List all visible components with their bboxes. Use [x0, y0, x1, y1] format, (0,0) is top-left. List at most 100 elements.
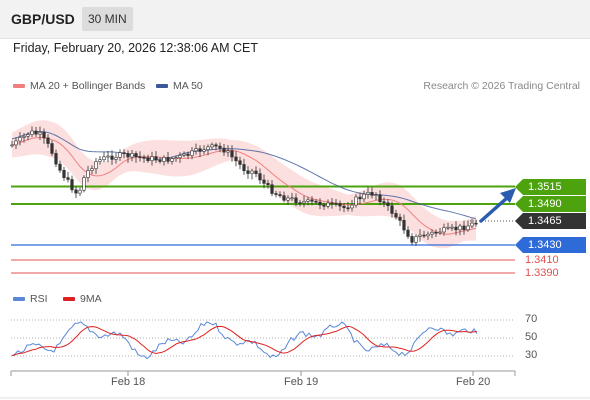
candle-body	[250, 170, 254, 174]
candle-body	[254, 170, 258, 174]
x-label-feb19: Feb 19	[284, 376, 319, 388]
candle-body	[146, 157, 150, 161]
candle-body	[122, 152, 126, 154]
candle-body	[370, 192, 374, 196]
level-label-1.3390: 1.3390	[525, 267, 559, 279]
candle-body	[22, 135, 26, 138]
candle-body	[110, 155, 114, 160]
candle-body	[70, 179, 74, 191]
candle-body	[394, 213, 398, 218]
report-datetime: Friday, February 20, 2026 12:38:06 AM CE…	[13, 41, 259, 55]
candle-body	[166, 157, 170, 162]
candle-body	[366, 192, 370, 195]
candle-body	[442, 227, 446, 233]
candle-body	[450, 226, 454, 229]
candle-body	[226, 150, 230, 153]
candle-body	[290, 197, 294, 200]
rsi-line	[11, 321, 478, 360]
candle-body	[74, 189, 78, 194]
candle-body	[198, 148, 202, 152]
level-label-1.3410: 1.3410	[525, 254, 559, 266]
candle-body	[318, 201, 322, 206]
candle-body	[218, 145, 222, 149]
candle-body	[330, 202, 334, 205]
ma50-line	[11, 130, 477, 220]
candle-body	[382, 201, 386, 204]
candle-body	[150, 156, 154, 161]
candle-body	[294, 197, 298, 203]
level-tag-1.3430	[515, 237, 586, 253]
legend-rsi-ma: 9MA	[63, 293, 102, 305]
candle-body	[274, 193, 278, 195]
candle-body	[154, 156, 158, 161]
candle-body	[470, 222, 474, 227]
candle-body	[334, 202, 338, 205]
candle-body	[138, 156, 142, 159]
bollinger-band	[12, 120, 476, 249]
level-tag-1.3465	[515, 213, 586, 229]
copyright-text: Research © 2026 Trading Central	[423, 80, 580, 92]
candle-body	[194, 148, 198, 152]
candle-body	[178, 155, 182, 159]
level-label-1.3515: 1.3515	[528, 181, 562, 193]
candle-body	[430, 231, 434, 235]
candle-body	[310, 199, 314, 202]
candle-body	[126, 153, 130, 158]
candle-body	[86, 170, 90, 178]
candle-body	[78, 189, 82, 194]
candle-body	[422, 234, 426, 237]
legend-rsi: RSI	[13, 293, 48, 305]
candle-body	[170, 158, 174, 162]
candle-body	[462, 225, 466, 231]
interval-badge[interactable]: 30 MIN	[82, 7, 133, 31]
candle-body	[322, 204, 326, 207]
candle-body	[14, 140, 18, 146]
candle-body	[378, 194, 382, 203]
ma50-swatch	[156, 84, 168, 89]
candle-body	[186, 153, 190, 156]
rsi-swatch	[13, 297, 25, 302]
candle-body	[302, 201, 306, 204]
rsi-axis-50: 50	[525, 331, 538, 343]
candle-body	[234, 156, 238, 162]
candle-body	[38, 132, 42, 135]
forecast-arrow	[479, 188, 516, 223]
ma50-label: MA 50	[173, 80, 203, 92]
candle-body	[454, 226, 458, 231]
candle-body	[354, 196, 358, 206]
candle-body	[410, 236, 414, 243]
rsi-axis-30: 30	[525, 349, 538, 361]
candle-body	[402, 220, 406, 231]
candle-body	[10, 144, 14, 147]
candle-body	[118, 152, 122, 158]
top-bar: GBP/USD 30 MIN	[0, 0, 590, 39]
candle-body	[258, 173, 262, 181]
symbol-title: GBP/USD	[11, 11, 75, 27]
rsi-ma-label: 9MA	[80, 293, 102, 305]
candle-body	[102, 156, 106, 161]
x-label-feb20: Feb 20	[456, 376, 491, 388]
candle-body	[466, 225, 470, 231]
candle-body	[246, 170, 250, 174]
candle-body	[242, 164, 246, 172]
candle-body	[266, 183, 270, 186]
legend-ma20: MA 20 + Bollinger Bands	[13, 80, 145, 92]
candle-body	[54, 153, 58, 165]
candle-body	[406, 229, 410, 237]
candle-body	[390, 205, 394, 214]
x-label-feb18: Feb 18	[111, 376, 146, 388]
candle-body	[26, 134, 30, 137]
candle-body	[474, 222, 478, 225]
candle-body	[434, 231, 438, 234]
candle-body	[458, 225, 462, 231]
candle-body	[350, 204, 354, 209]
candle-body	[278, 194, 282, 196]
level-label-1.3490: 1.3490	[528, 198, 562, 210]
candle-body	[42, 132, 46, 139]
candle-body	[222, 147, 226, 153]
candlesticks	[10, 126, 478, 246]
candle-body	[174, 157, 178, 160]
candle-body	[230, 150, 234, 158]
candle-body	[18, 137, 22, 142]
ma20-label: MA 20 + Bollinger Bands	[30, 80, 146, 92]
